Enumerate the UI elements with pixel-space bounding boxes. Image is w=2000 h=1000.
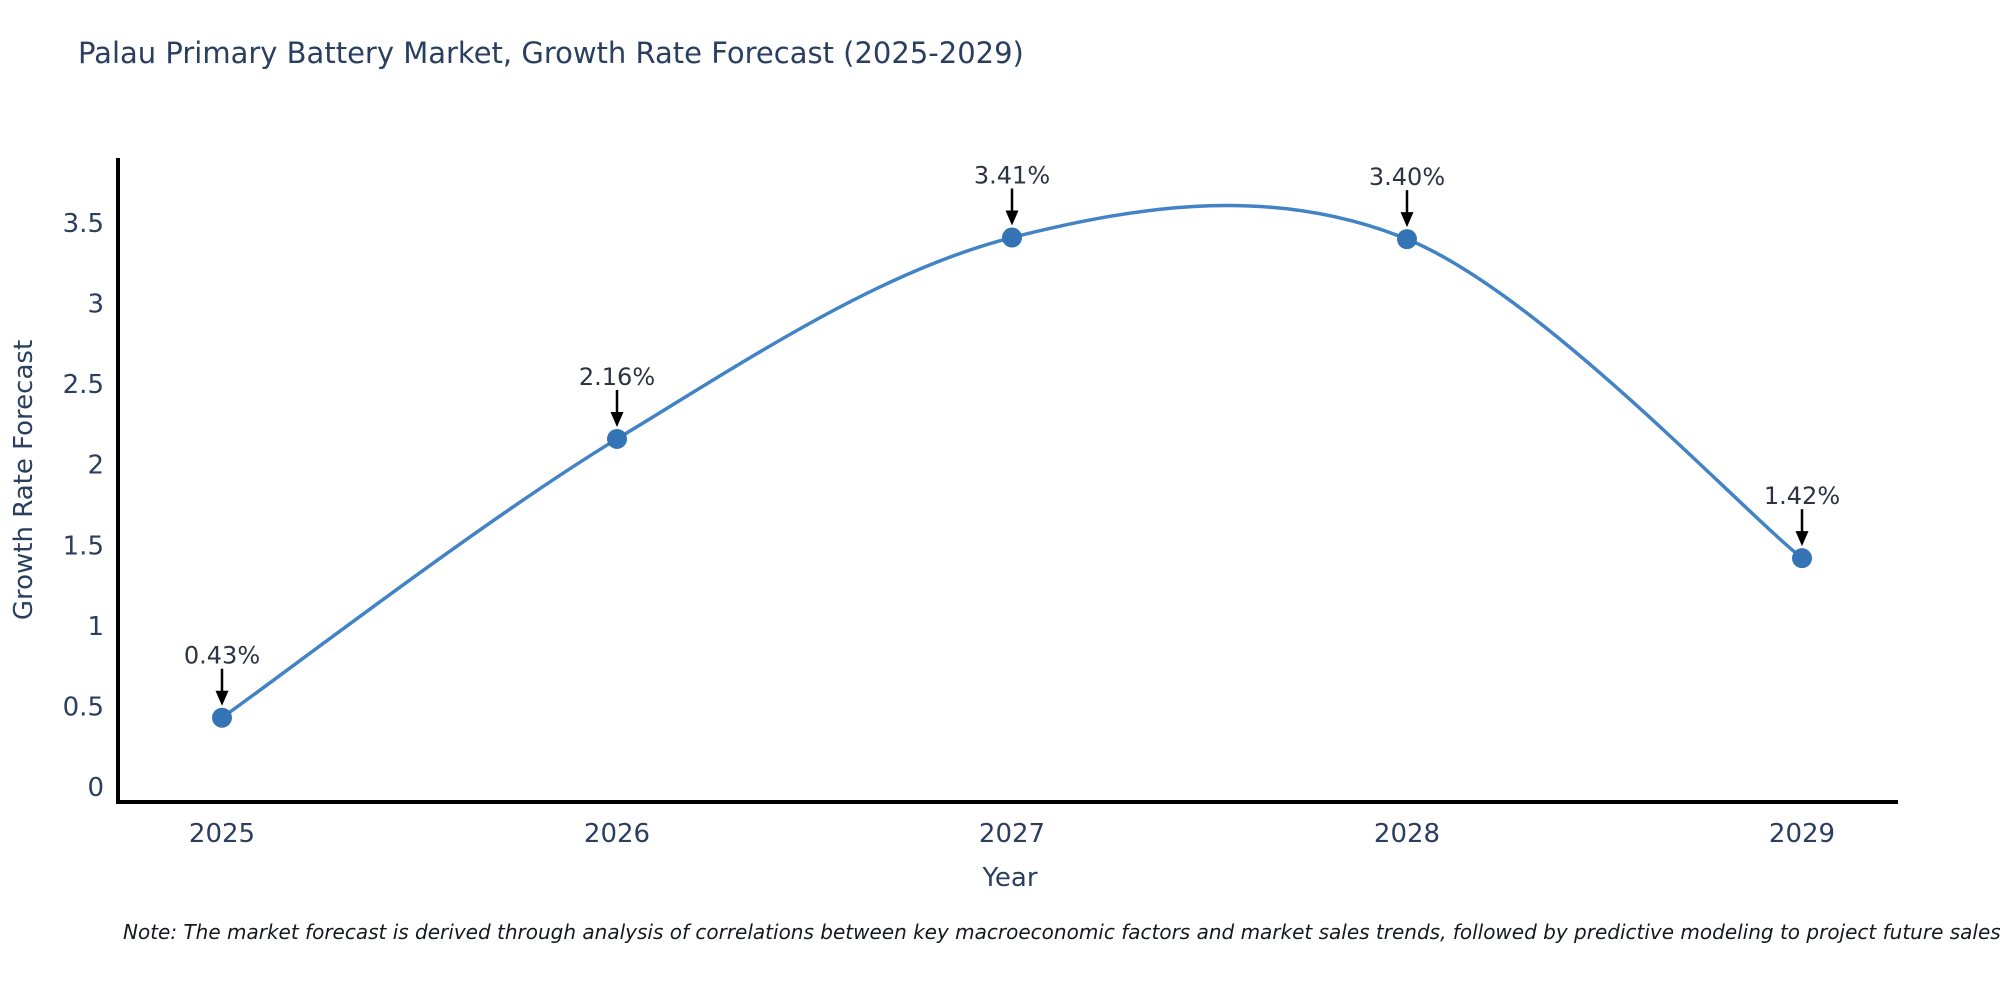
y-tick-label: 3.5	[63, 209, 104, 239]
point-value-label: 1.42%	[1764, 482, 1840, 510]
data-point-2028	[1397, 229, 1417, 250]
x-tick-label: 2026	[584, 819, 650, 849]
y-tick-label: 0	[87, 773, 104, 803]
annotation-arrowhead	[1005, 210, 1019, 226]
chart-footnote: Note: The market forecast is derived thr…	[123, 920, 2000, 944]
y-tick-label: 3	[87, 290, 104, 320]
annotation-arrowhead	[1400, 212, 1414, 228]
x-tick-label: 2025	[189, 819, 255, 849]
point-value-label: 0.43%	[184, 642, 260, 670]
data-point-2027	[1002, 227, 1022, 248]
y-tick-label: 2	[87, 451, 104, 481]
point-value-label: 3.41%	[974, 162, 1050, 190]
x-axis-title: Year	[981, 863, 1037, 893]
trend-line	[220, 203, 1804, 720]
y-axis-title: Growth Rate Forecast	[9, 340, 39, 620]
axis-lines	[116, 158, 1898, 804]
data-point-2025	[212, 707, 232, 728]
point-value-label: 2.16%	[579, 363, 655, 391]
y-tick-label: 0.5	[63, 692, 104, 722]
x-tick-label: 2029	[1769, 819, 1835, 849]
annotation-arrowhead	[215, 690, 229, 706]
data-point-2026	[607, 428, 627, 449]
y-tick-label: 1.5	[63, 531, 104, 561]
x-tick-label: 2027	[979, 819, 1045, 849]
x-tick-label: 2028	[1374, 819, 1440, 849]
chart-title: Palau Primary Battery Market, Growth Rat…	[78, 36, 1024, 70]
y-tick-label: 2.5	[63, 370, 104, 400]
point-value-label: 3.40%	[1369, 163, 1445, 191]
y-tick-label: 1	[87, 612, 104, 642]
annotation-arrowhead	[610, 411, 624, 427]
annotation-arrowhead	[1795, 531, 1809, 547]
data-point-2029	[1792, 548, 1812, 569]
